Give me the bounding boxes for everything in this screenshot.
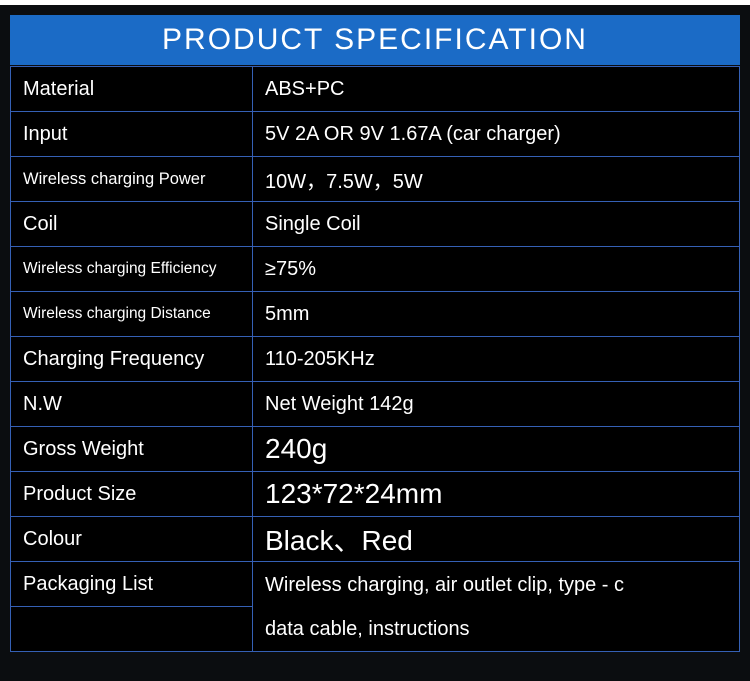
spec-label: Wireless charging Power bbox=[10, 156, 253, 202]
spec-label: Wireless charging Distance bbox=[10, 291, 253, 337]
table-row: Material ABS+PC bbox=[10, 66, 740, 112]
table-row: Wireless charging Efficiency ≥75% bbox=[10, 246, 740, 292]
spec-value: ABS+PC bbox=[252, 66, 740, 112]
table-row: Product Size 123*72*24mm bbox=[10, 471, 740, 517]
spec-label: Packaging List bbox=[10, 561, 253, 607]
page-title: PRODUCT SPECIFICATION bbox=[10, 15, 740, 65]
spec-value: 5mm bbox=[252, 291, 740, 337]
spec-value: 240g bbox=[252, 426, 740, 472]
spec-value: 10W，7.5W，5W bbox=[252, 156, 740, 202]
spec-value: 110-205KHz bbox=[252, 336, 740, 382]
spec-label: Colour bbox=[10, 516, 253, 562]
table-row: Packaging List Wireless charging, air out… bbox=[10, 561, 740, 652]
spec-label: Gross Weight bbox=[10, 426, 253, 472]
table-row: Wireless charging Distance 5mm bbox=[10, 291, 740, 337]
table-row: Input 5V 2A OR 9V 1.67A (car charger) bbox=[10, 111, 740, 157]
packaging-line-2: data cable, instructions bbox=[265, 617, 470, 640]
spec-label: Input bbox=[10, 111, 253, 157]
table-row: Charging Frequency 110-205KHz bbox=[10, 336, 740, 382]
spec-value: 5V 2A OR 9V 1.67A (car charger) bbox=[252, 111, 740, 157]
spec-label: Material bbox=[10, 66, 253, 112]
table-row: Colour Black、Red bbox=[10, 516, 740, 562]
spec-value: Black、Red bbox=[252, 516, 740, 562]
spec-label: Charging Frequency bbox=[10, 336, 253, 382]
spec-value: Wireless charging, air outlet clip, type… bbox=[252, 561, 740, 652]
spec-value: 123*72*24mm bbox=[252, 471, 740, 517]
spec-label: Product Size bbox=[10, 471, 253, 517]
table-row: Gross Weight 240g bbox=[10, 426, 740, 472]
table-row: Coil Single Coil bbox=[10, 201, 740, 247]
spec-value: Net Weight 142g bbox=[252, 381, 740, 427]
spec-table: Material ABS+PC Input 5V 2A OR 9V 1.67A (c… bbox=[10, 66, 740, 652]
spec-label: N.W bbox=[10, 381, 253, 427]
spec-value: Single Coil bbox=[252, 201, 740, 247]
empty-cell bbox=[10, 606, 253, 652]
spec-value: ≥75% bbox=[252, 246, 740, 292]
spec-label: Coil bbox=[10, 201, 253, 247]
table-row bbox=[10, 606, 740, 652]
table-row: N.W Net Weight 142g bbox=[10, 381, 740, 427]
spec-label: Wireless charging Efficiency bbox=[10, 246, 253, 292]
top-strip bbox=[0, 0, 750, 5]
packaging-line-1: Wireless charging, air outlet clip, type… bbox=[265, 573, 625, 596]
table-row: Wireless charging Power 10W，7.5W，5W bbox=[10, 156, 740, 202]
